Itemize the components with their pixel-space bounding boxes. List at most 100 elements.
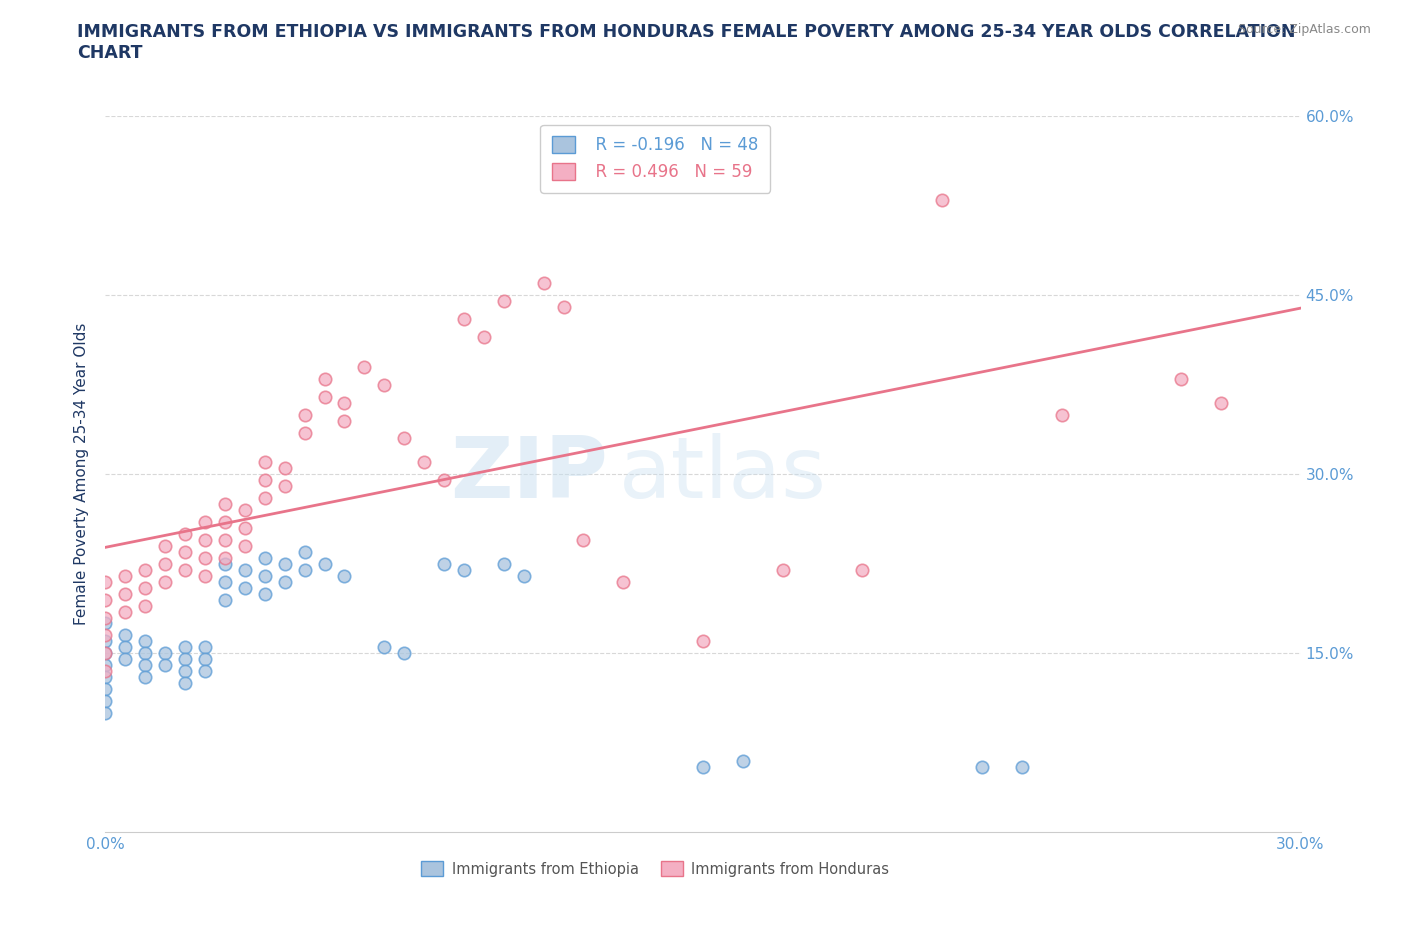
Point xyxy=(731,753,754,768)
Point xyxy=(214,575,236,590)
Point xyxy=(194,664,217,679)
Point xyxy=(94,634,117,649)
Point xyxy=(194,640,217,655)
Point xyxy=(333,568,356,583)
Y-axis label: Female Poverty Among 25-34 Year Olds: Female Poverty Among 25-34 Year Olds xyxy=(75,323,90,626)
Point xyxy=(134,580,156,595)
Point xyxy=(314,390,336,405)
Point xyxy=(692,634,714,649)
Point xyxy=(94,646,117,661)
Point xyxy=(453,563,475,578)
Point xyxy=(492,294,515,309)
Point xyxy=(513,568,536,583)
Point xyxy=(134,670,156,684)
Point xyxy=(134,634,156,649)
Point xyxy=(114,640,136,655)
Point xyxy=(114,652,136,667)
Point xyxy=(353,359,375,374)
Point xyxy=(134,658,156,672)
Point xyxy=(94,616,117,631)
Point xyxy=(373,640,395,655)
Point xyxy=(373,378,395,392)
Point xyxy=(94,706,117,721)
Point xyxy=(114,568,136,583)
Point xyxy=(294,563,316,578)
Point xyxy=(94,670,117,684)
Point xyxy=(314,556,336,571)
Point xyxy=(253,455,276,470)
Text: atlas: atlas xyxy=(619,432,827,516)
Point xyxy=(174,544,197,559)
Point xyxy=(174,563,197,578)
Point xyxy=(153,646,177,661)
Point xyxy=(253,568,276,583)
Point xyxy=(273,575,295,590)
Point xyxy=(174,652,197,667)
Point xyxy=(453,312,475,326)
Point xyxy=(134,646,156,661)
Point xyxy=(214,556,236,571)
Point xyxy=(94,664,117,679)
Point xyxy=(392,646,416,661)
Point xyxy=(253,472,276,487)
Point xyxy=(931,193,953,207)
Point xyxy=(233,521,256,536)
Point xyxy=(253,586,276,601)
Text: ZIP: ZIP xyxy=(450,432,607,516)
Point xyxy=(194,652,217,667)
Point xyxy=(94,682,117,697)
Point xyxy=(94,646,117,661)
Point xyxy=(153,538,177,553)
Point xyxy=(314,371,336,386)
Point xyxy=(533,276,555,291)
Text: Source: ZipAtlas.com: Source: ZipAtlas.com xyxy=(1237,23,1371,36)
Point xyxy=(253,551,276,565)
Point xyxy=(333,395,356,410)
Point xyxy=(214,551,236,565)
Point xyxy=(233,563,256,578)
Point xyxy=(174,640,197,655)
Point xyxy=(413,455,436,470)
Point xyxy=(433,472,456,487)
Point xyxy=(153,556,177,571)
Point xyxy=(233,538,256,553)
Point xyxy=(214,514,236,529)
Point xyxy=(692,759,714,774)
Point xyxy=(94,628,117,643)
Point xyxy=(273,556,295,571)
Point xyxy=(194,551,217,565)
Point xyxy=(333,413,356,428)
Point xyxy=(970,759,993,774)
Point xyxy=(174,676,197,691)
Point xyxy=(612,575,634,590)
Point xyxy=(134,563,156,578)
Point xyxy=(134,598,156,613)
Point xyxy=(94,575,117,590)
Text: IMMIGRANTS FROM ETHIOPIA VS IMMIGRANTS FROM HONDURAS FEMALE POVERTY AMONG 25-34 : IMMIGRANTS FROM ETHIOPIA VS IMMIGRANTS F… xyxy=(77,23,1296,62)
Point xyxy=(194,533,217,548)
Point xyxy=(1170,371,1192,386)
Point xyxy=(153,575,177,590)
Point xyxy=(273,461,295,476)
Point xyxy=(294,544,316,559)
Point xyxy=(233,580,256,595)
Point xyxy=(194,514,217,529)
Point xyxy=(94,694,117,709)
Point xyxy=(492,556,515,571)
Point xyxy=(214,533,236,548)
Point xyxy=(253,491,276,506)
Point xyxy=(214,592,236,607)
Point xyxy=(294,425,316,440)
Point xyxy=(472,329,495,344)
Point xyxy=(114,586,136,601)
Point xyxy=(433,556,456,571)
Point xyxy=(1050,407,1073,422)
Point xyxy=(772,563,794,578)
Point xyxy=(114,604,136,619)
Point xyxy=(94,610,117,625)
Point xyxy=(114,628,136,643)
Point xyxy=(94,658,117,672)
Point xyxy=(1209,395,1232,410)
Point xyxy=(194,568,217,583)
Point xyxy=(392,432,416,446)
